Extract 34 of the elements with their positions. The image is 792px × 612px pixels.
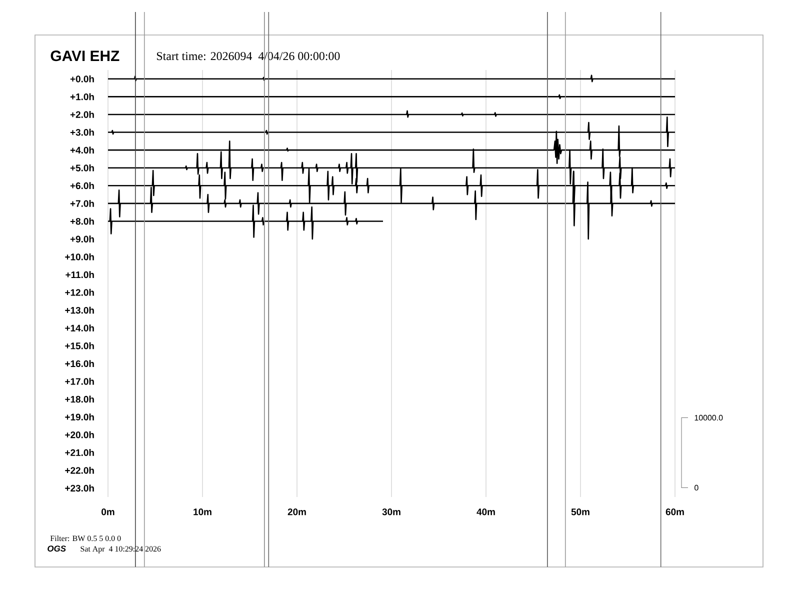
y-tick-label: +4.0h <box>70 146 94 154</box>
y-tick-label: +22.0h <box>65 466 94 474</box>
y-tick-label: +20.0h <box>65 431 94 438</box>
y-tick-label: +12.0h <box>65 288 94 296</box>
x-tick-label: 30m <box>382 508 400 516</box>
x-tick-label: 50m <box>571 508 590 516</box>
y-tick-label: +5.0h <box>70 164 94 172</box>
y-tick-label: +13.0h <box>65 306 94 314</box>
y-tick-label: +10.0h <box>65 253 94 260</box>
x-tick-label: 20m <box>288 508 306 516</box>
y-tick-label: +8.0h <box>70 218 94 225</box>
x-tick-label: 0m <box>102 508 114 516</box>
x-tick-label: 40m <box>476 508 495 516</box>
y-tick-label: +18.0h <box>65 396 94 403</box>
y-tick-label: +16.0h <box>65 360 94 368</box>
text: OGS <box>48 546 66 552</box>
x-tick-label: 10m <box>194 508 212 516</box>
y-tick-label: +0.0h <box>70 75 94 82</box>
y-tick-label: +7.0h <box>70 200 94 207</box>
y-tick-label: +1.0h <box>70 93 94 100</box>
y-tick-label: +2.0h <box>70 111 94 118</box>
y-tick-label: +19.0h <box>65 413 94 420</box>
chart-title: GAVI EHZ <box>50 50 120 62</box>
x-tick-label: 60m <box>666 508 684 516</box>
line-series <box>107 74 676 82</box>
y-tick-label: +21.0h <box>65 449 94 456</box>
y-tick-label: +9.0h <box>70 236 94 242</box>
y-tick-label: +14.0h <box>65 324 94 332</box>
y-tick-label: +15.0h <box>65 342 94 350</box>
y-tick-label: +11.0h <box>66 271 94 278</box>
y-tick-label: +23.0h <box>65 484 94 492</box>
y-tick-label: +3.0h <box>70 128 94 136</box>
y-tick-label: +6.0h <box>70 182 94 190</box>
y-tick-label: +17.0h <box>65 378 94 385</box>
